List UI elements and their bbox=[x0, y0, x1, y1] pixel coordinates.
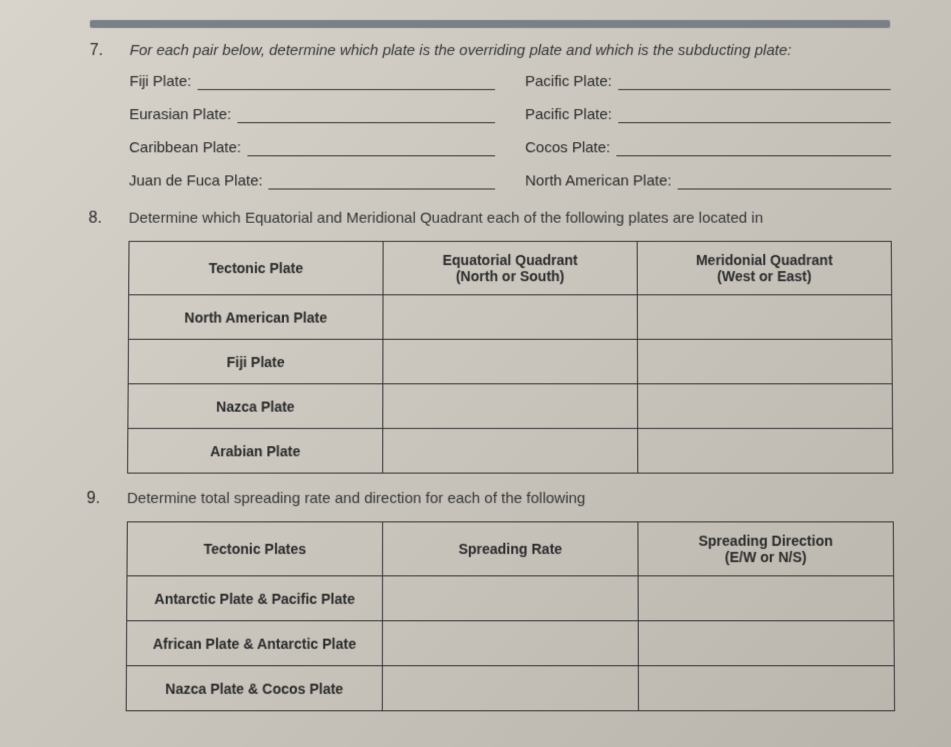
answer-cell[interactable] bbox=[383, 384, 638, 429]
plate-cell: Fiji Plate bbox=[128, 339, 383, 384]
plate-label: Pacific Plate: bbox=[525, 106, 612, 123]
answer-cell[interactable] bbox=[637, 339, 892, 384]
q7-instruction: For each pair below, determine which pla… bbox=[130, 42, 891, 59]
plate-cell: African Plate & Antarctic Plate bbox=[126, 621, 382, 666]
answer-blank[interactable] bbox=[678, 173, 892, 189]
table-row: Antarctic Plate & Pacific Plate bbox=[127, 576, 894, 621]
answer-cell[interactable] bbox=[638, 621, 894, 666]
plate-cell: Nazca Plate bbox=[128, 384, 383, 429]
plate-label: Juan de Fuca Plate: bbox=[129, 172, 263, 189]
q7-pair-right: Pacific Plate: bbox=[525, 73, 891, 90]
q7-pair-right: Pacific Plate: bbox=[525, 106, 891, 123]
question-9: 9. Determine total spreading rate and di… bbox=[85, 490, 895, 711]
table-header-row: Tectonic Plate Equatorial Quadrant(North… bbox=[129, 241, 892, 294]
answer-cell[interactable] bbox=[382, 621, 638, 666]
answer-cell[interactable] bbox=[383, 339, 638, 384]
q8-body: Determine which Equatorial and Meridiona… bbox=[127, 210, 893, 474]
answer-cell[interactable] bbox=[383, 428, 638, 473]
q9-body: Determine total spreading rate and direc… bbox=[126, 490, 895, 711]
q9-instruction: Determine total spreading rate and direc… bbox=[127, 490, 894, 507]
table-row: Arabian Plate bbox=[128, 428, 893, 473]
q7-pair-right: Cocos Plate: bbox=[525, 139, 891, 156]
table-header-row: Tectonic Plates Spreading Rate Spreading… bbox=[127, 522, 894, 576]
table-row: African Plate & Antarctic Plate bbox=[126, 621, 894, 666]
q9-header-rate: Spreading Rate bbox=[383, 522, 639, 576]
header-text: Spreading Rate bbox=[458, 541, 562, 557]
question-7: 7. For each pair below, determine which … bbox=[89, 42, 892, 200]
plate-label: Fiji Plate: bbox=[129, 73, 191, 90]
plate-label: Caribbean Plate: bbox=[129, 139, 241, 156]
plate-label: Cocos Plate: bbox=[525, 139, 610, 156]
q8-header-plate: Tectonic Plate bbox=[129, 241, 383, 294]
q7-body: For each pair below, determine which pla… bbox=[129, 42, 892, 200]
q8-number: 8. bbox=[87, 210, 129, 474]
worksheet-page: 7. For each pair below, determine which … bbox=[24, 0, 936, 742]
question-8: 8. Determine which Equatorial and Meridi… bbox=[87, 210, 894, 474]
answer-blank[interactable] bbox=[237, 107, 495, 123]
q8-instruction: Determine which Equatorial and Meridiona… bbox=[129, 210, 892, 227]
answer-cell[interactable] bbox=[638, 384, 893, 429]
plate-label: North American Plate: bbox=[525, 172, 671, 189]
answer-cell[interactable] bbox=[383, 295, 637, 339]
header-text: Tectonic Plate bbox=[209, 260, 303, 276]
plate-cell: Arabian Plate bbox=[128, 428, 383, 473]
q9-header-plates: Tectonic Plates bbox=[127, 522, 383, 576]
header-text: Tectonic Plates bbox=[203, 541, 306, 557]
q7-pairs: Fiji Plate: Pacific Plate: Eurasian Plat… bbox=[129, 73, 892, 189]
plate-label: Eurasian Plate: bbox=[129, 106, 231, 123]
q7-pair-left: Caribbean Plate: bbox=[129, 139, 495, 156]
answer-cell[interactable] bbox=[382, 576, 638, 621]
answer-blank[interactable] bbox=[247, 140, 495, 156]
plate-cell: Antarctic Plate & Pacific Plate bbox=[127, 576, 383, 621]
q9-header-direction: Spreading Direction(E/W or N/S) bbox=[638, 522, 894, 576]
answer-blank[interactable] bbox=[197, 74, 495, 90]
header-bar bbox=[90, 20, 890, 28]
table-row: North American Plate bbox=[128, 295, 891, 339]
answer-cell[interactable] bbox=[638, 428, 893, 473]
answer-blank[interactable] bbox=[618, 107, 891, 123]
table-row: Fiji Plate bbox=[128, 339, 892, 384]
answer-cell[interactable] bbox=[638, 576, 894, 621]
answer-blank[interactable] bbox=[618, 74, 891, 90]
plate-cell: North American Plate bbox=[128, 295, 383, 339]
q9-number: 9. bbox=[85, 490, 127, 711]
answer-cell[interactable] bbox=[382, 666, 638, 711]
q7-pair-left: Juan de Fuca Plate: bbox=[129, 172, 495, 189]
q8-header-meridional: Meridonial Quadrant(West or East) bbox=[637, 241, 891, 294]
plate-label: Pacific Plate: bbox=[525, 73, 612, 90]
q8-table: Tectonic Plate Equatorial Quadrant(North… bbox=[127, 241, 893, 474]
q9-table: Tectonic Plates Spreading Rate Spreading… bbox=[126, 521, 895, 711]
q7-pair-left: Fiji Plate: bbox=[129, 73, 495, 90]
answer-blank[interactable] bbox=[616, 140, 891, 156]
answer-blank[interactable] bbox=[269, 173, 495, 189]
q7-pair-right: North American Plate: bbox=[525, 172, 891, 189]
table-row: Nazca Plate bbox=[128, 384, 893, 429]
q8-header-equatorial: Equatorial Quadrant(North or South) bbox=[383, 241, 637, 294]
answer-cell[interactable] bbox=[638, 666, 894, 711]
answer-cell[interactable] bbox=[637, 295, 892, 339]
table-row: Nazca Plate & Cocos Plate bbox=[126, 666, 894, 711]
q7-number: 7. bbox=[89, 42, 130, 200]
plate-cell: Nazca Plate & Cocos Plate bbox=[126, 666, 382, 711]
q7-pair-left: Eurasian Plate: bbox=[129, 106, 495, 123]
